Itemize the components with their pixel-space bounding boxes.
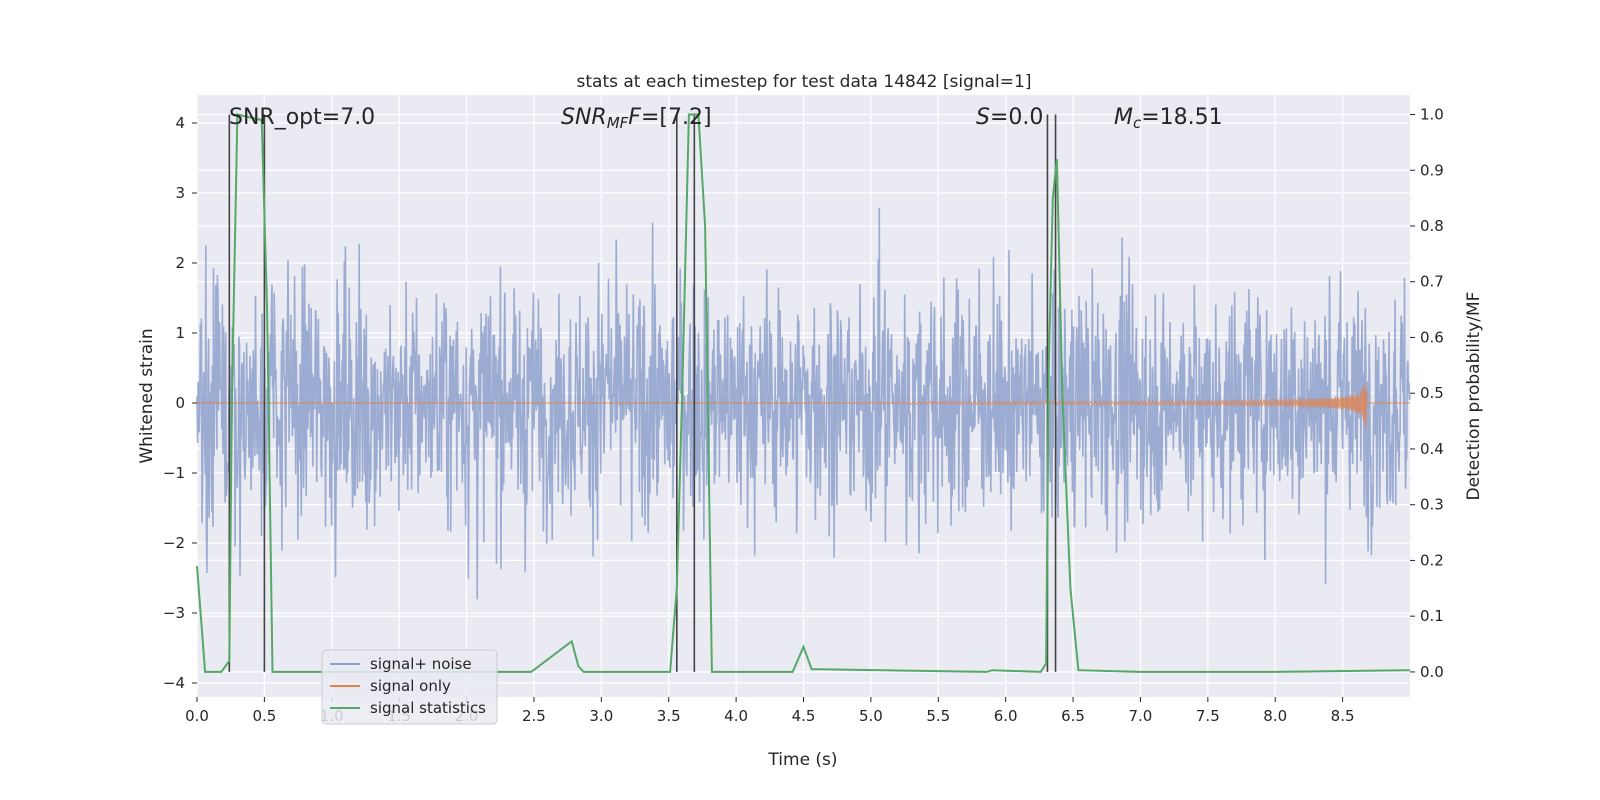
y-tick-label-5: 1 [175, 324, 185, 342]
y-right-tick-label-10: 1.0 [1420, 106, 1444, 124]
x-tick-label-11: 5.5 [926, 707, 950, 725]
annotation-snr-mf-f: F [628, 105, 641, 130]
y-right-tick-label-7: 0.7 [1420, 273, 1444, 291]
y-right-tick-label-5: 0.5 [1420, 384, 1444, 402]
y-right-tick-label-6: 0.6 [1420, 328, 1444, 346]
legend-label-signal-statistics: signal statistics [370, 699, 486, 717]
series-signal-statistics [196, 113, 1411, 673]
y-tick-label-3: −1 [163, 464, 185, 482]
y-right-tick-label-0: 0.0 [1420, 663, 1444, 681]
y-right-tick-label-1: 0.1 [1420, 607, 1444, 625]
y-tick-label-4: 0 [175, 394, 185, 412]
annotation-snr-mf-sub: MF [607, 114, 629, 132]
grid-lines [196, 95, 1410, 697]
legend-label-signal-plus-noise: signal+ noise [370, 655, 472, 673]
stats-line [196, 113, 1411, 673]
x-tick-label-13: 6.5 [1061, 707, 1085, 725]
y-right-tick-label-8: 0.8 [1420, 217, 1444, 235]
y-tick-label-1: −3 [163, 604, 185, 622]
x-tick-label-5: 2.5 [522, 707, 546, 725]
chart-title: stats at each timestep for test data 148… [577, 72, 1032, 92]
annotation-snr-opt: SNR_opt=7.0 [229, 105, 375, 130]
annotation-s: S=0.0 [976, 105, 1043, 130]
annotation-snr-mf-base: SNR [561, 105, 607, 130]
y-right-tick-label-9: 0.9 [1420, 161, 1444, 179]
y-axis-label: Whitened strain [137, 328, 157, 463]
y-tick-label-7: 3 [175, 184, 185, 202]
x-axis-label: Time (s) [767, 750, 837, 770]
x-tick-label-17: 8.5 [1331, 707, 1355, 725]
series-signal-only [197, 384, 1410, 429]
x-tick-label-15: 7.5 [1196, 707, 1220, 725]
annotation-s-rest: =0.0 [990, 105, 1043, 130]
x-tick-label-16: 8.0 [1263, 707, 1287, 725]
x-tick-label-8: 4.0 [724, 707, 748, 725]
legend-label-signal-only: signal only [370, 677, 451, 695]
signal-line [197, 384, 1410, 429]
y-right-tick-label-4: 0.4 [1420, 440, 1444, 458]
x-tick-label-12: 6.0 [994, 707, 1018, 725]
x-tick-label-0: 0.0 [185, 707, 209, 725]
x-tick-label-10: 5.0 [859, 707, 883, 725]
y-axis-right-label: Detection probability/MF [1464, 292, 1484, 501]
annotation-mc-rest: =18.51 [1141, 105, 1222, 130]
y-tick-label-2: −2 [163, 534, 185, 552]
annotation-mc-sub: c [1133, 114, 1142, 132]
y-right-tick-label-2: 0.2 [1420, 551, 1444, 569]
y-tick-label-8: 4 [175, 114, 185, 132]
annotation-snr-mf-rest: =[7.2] [641, 105, 712, 130]
annotation-s-symbol: S [976, 105, 990, 130]
annotation-mc: Mc=18.51 [1114, 105, 1223, 132]
series-signal-plus-noise [196, 207, 1411, 600]
legend-box [321, 649, 498, 725]
noise-line [196, 207, 1411, 600]
y-tick-label-6: 2 [175, 254, 185, 272]
x-tick-label-7: 3.5 [657, 707, 681, 725]
x-tick-label-9: 4.5 [792, 707, 816, 725]
x-tick-label-14: 7.0 [1129, 707, 1153, 725]
annotation-snr-mf: SNRMFF=[7.2] [561, 105, 712, 132]
y-right-tick-label-3: 0.3 [1420, 496, 1444, 514]
y-tick-label-0: −4 [163, 674, 185, 692]
annotation-mc-base: M [1114, 105, 1133, 130]
legend: signal+ noise signal only signal statist… [321, 649, 498, 725]
x-tick-label-1: 0.5 [252, 707, 276, 725]
x-tick-label-6: 3.0 [589, 707, 613, 725]
